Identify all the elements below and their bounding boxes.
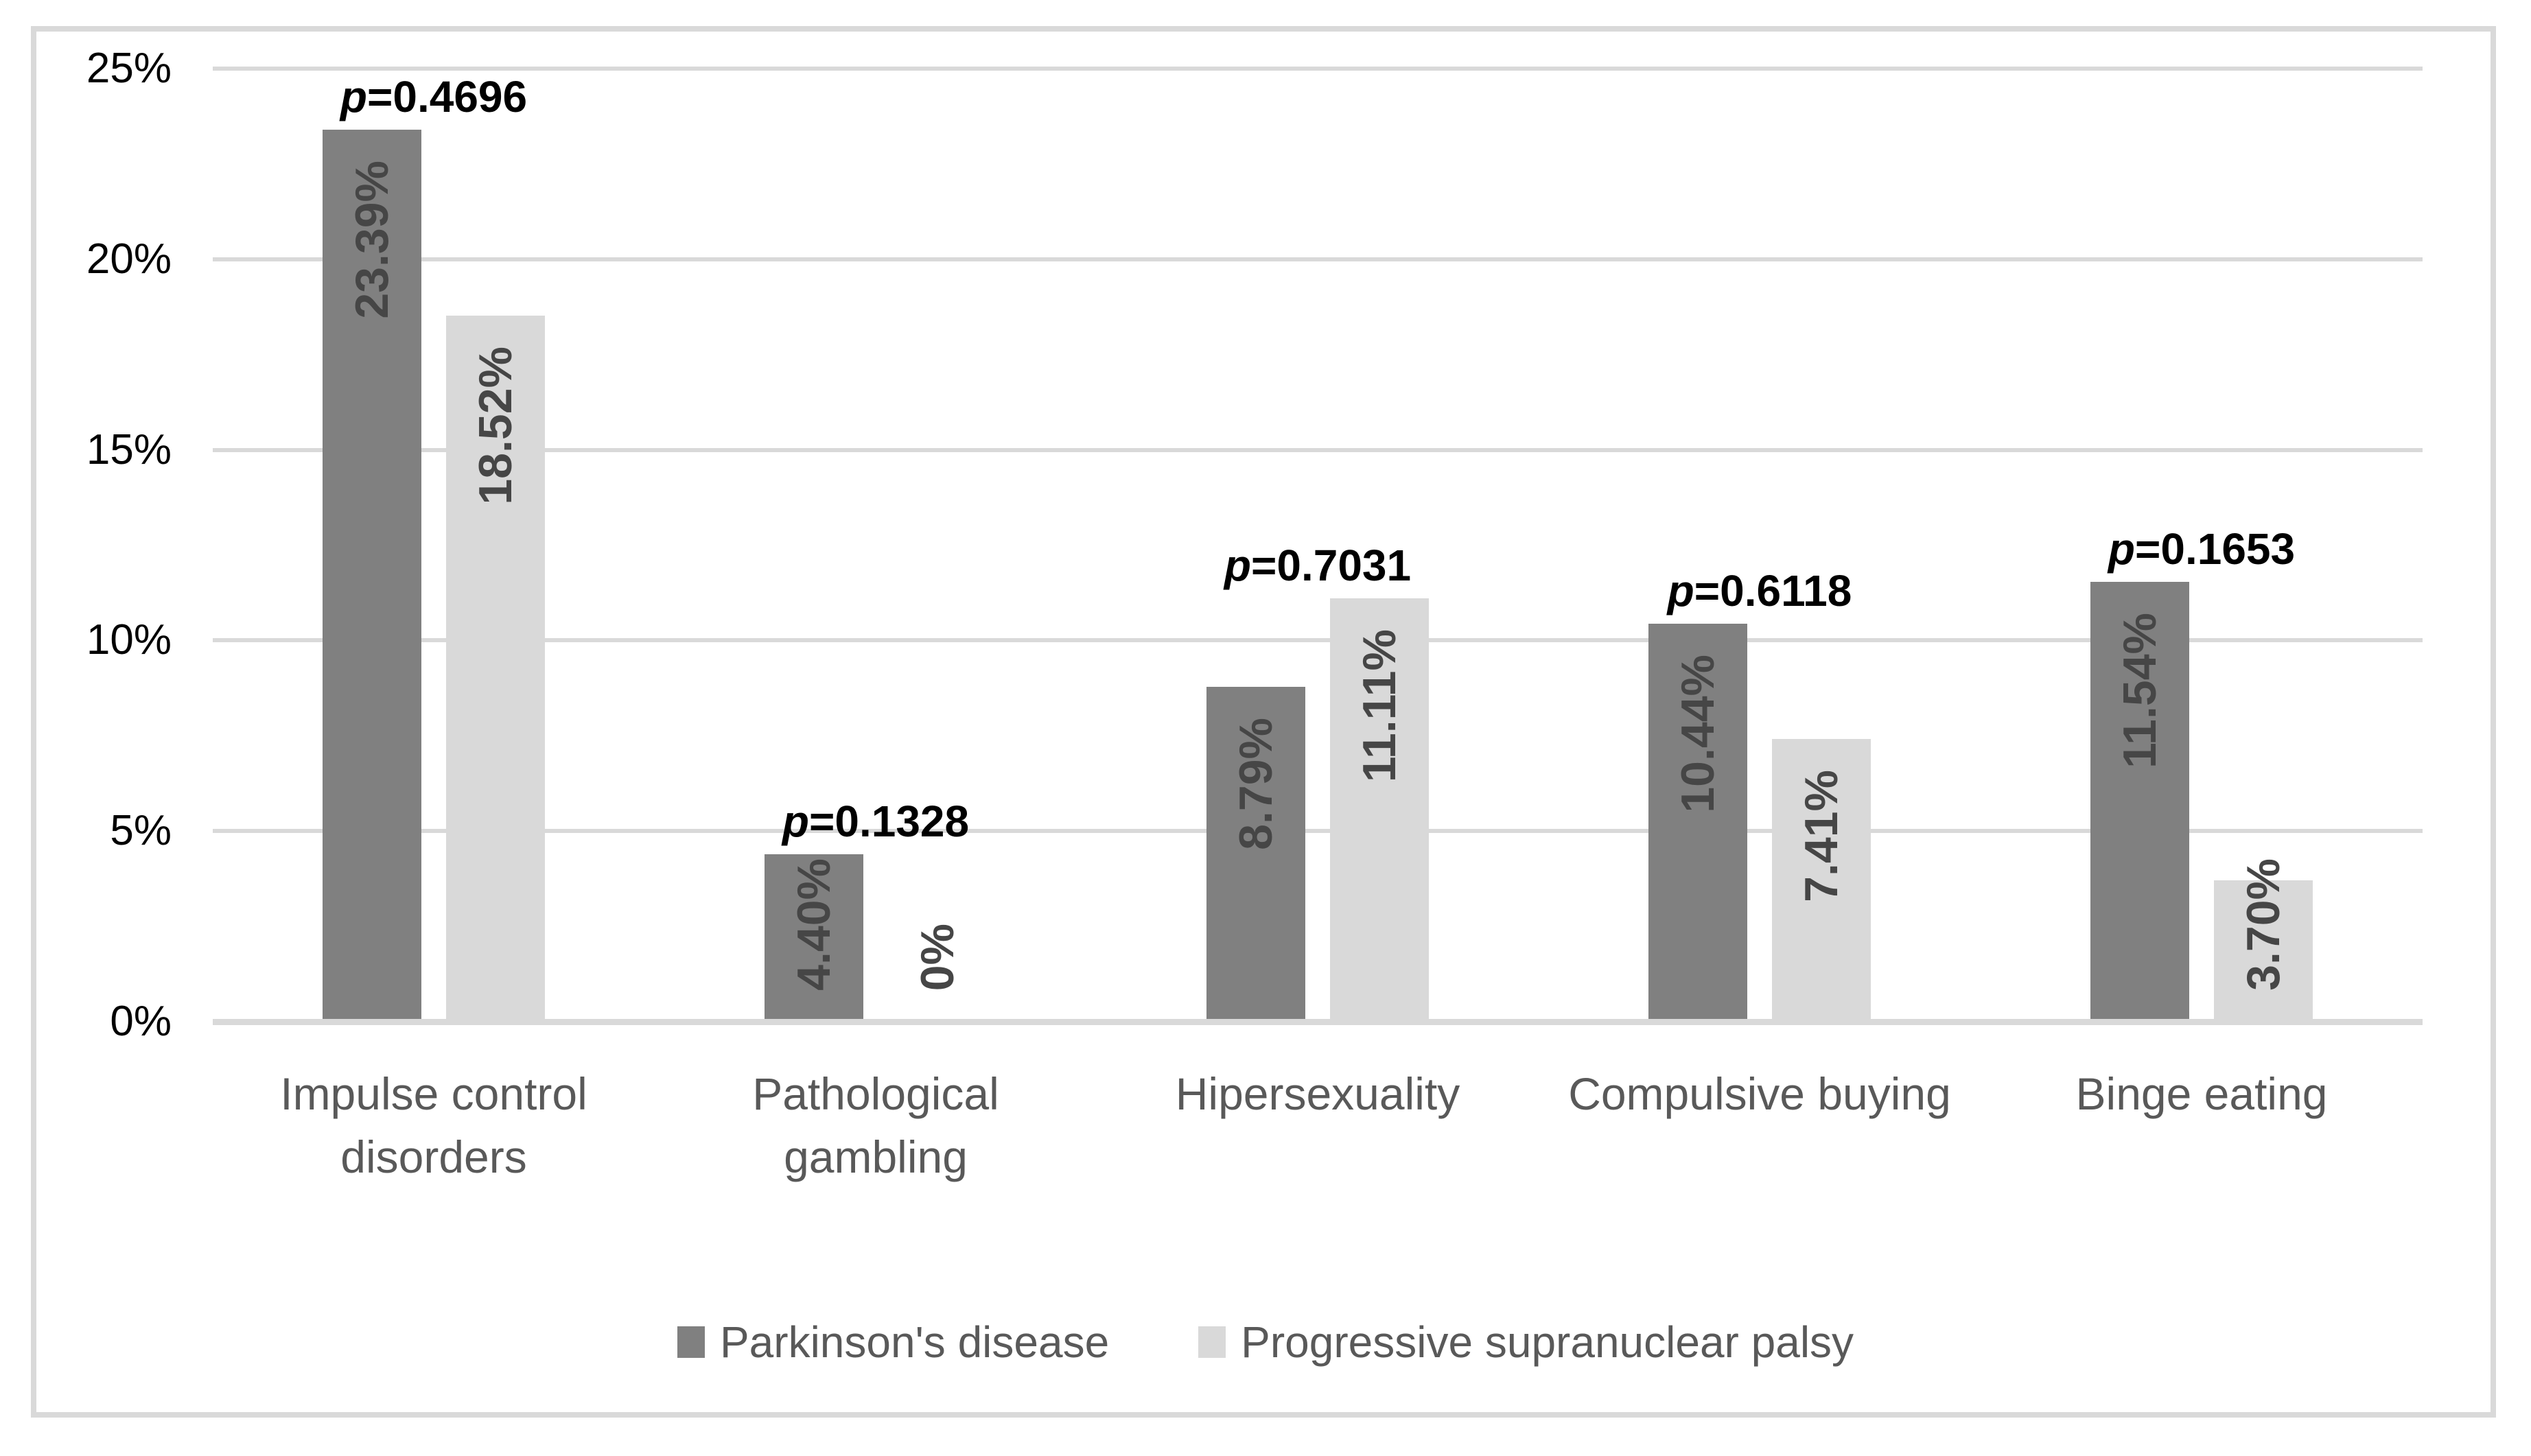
category-label: Hipersexuality [1097,1062,1539,1125]
category-label: Impulse control disorders [213,1062,655,1188]
p-label-value: =0.6118 [1694,566,1852,615]
p-value-label: p=0.1653 [1982,521,2421,576]
bar-value-label: 0% [911,924,964,991]
y-axis-tick-label: 5% [110,807,172,854]
p-value-label: p=0.6118 [1540,563,1979,618]
category-label: Compulsive buying [1539,1062,1981,1125]
bar-series-0: 11.54% [2090,582,2189,1022]
p-value-label: p=0.1328 [656,794,1095,849]
legend: Parkinson's disease Progressive supranucl… [0,1315,2531,1370]
category-label-line: Binge eating [2075,1068,2328,1119]
bar-series-0: 23.39% [323,130,421,1022]
bar-series-1: 7.41% [1772,739,1871,1022]
bar-value-label: 8.79% [1230,718,1282,850]
p-value-label: p=0.4696 [214,69,653,124]
p-label-value: =0.1328 [808,797,970,846]
bar-value-label: 23.39% [346,161,398,319]
gridline [213,638,2423,642]
y-axis-tick-label: 25% [86,45,172,92]
x-axis-baseline [213,1019,2423,1025]
legend-item: Progressive supranuclear palsy [1198,1315,1854,1370]
category-label-line: Impulse control [280,1068,587,1119]
legend-item: Parkinson's disease [677,1315,1109,1370]
bar-series-1: 11.11% [1330,598,1429,1022]
bar-value-label: 11.54% [2114,613,2166,768]
p-label-prefix: p [1667,566,1694,615]
p-label-value: =0.4696 [366,72,528,121]
y-axis-tick-label: 15% [86,426,172,473]
gridline [213,257,2423,261]
category-label-line: Compulsive buying [1568,1068,1951,1119]
bar-series-0: 10.44% [1648,624,1747,1022]
category-label-line: disorders [340,1131,527,1182]
category-label-line: Pathological [752,1068,999,1119]
p-label-prefix: p [2108,524,2135,574]
gridline [213,67,2423,71]
bar-value-label: 10.44% [1672,655,1724,813]
category-label-line: Hipersexuality [1175,1068,1460,1119]
p-label-value: =0.1653 [2134,524,2296,574]
legend-marker [677,1326,705,1358]
bar-value-label: 4.40% [788,858,840,991]
legend-marker [1198,1326,1226,1358]
y-axis-tick-label: 10% [86,616,172,664]
bar-series-0: 4.40% [765,854,863,1022]
legend-label: Parkinson's disease [719,1317,1110,1367]
p-label-prefix: p [340,72,367,121]
bar-value-label: 11.11% [1353,629,1406,783]
legend-label: Progressive supranuclear palsy [1241,1317,1854,1367]
category-label: Pathological gambling [655,1062,1097,1188]
p-value-label: p=0.7031 [1098,538,1537,593]
bar-value-label: 18.52% [469,347,522,505]
bar-value-label: 3.70% [2237,858,2289,991]
gridline [213,448,2423,452]
p-label-value: =0.7031 [1250,541,1412,590]
p-label-prefix: p [782,797,809,846]
chart-frame [31,26,2496,1418]
category-label-line: gambling [784,1131,968,1182]
p-label-prefix: p [1224,541,1251,590]
category-label: Binge eating [1981,1062,2423,1125]
y-axis-tick-label: 0% [110,998,172,1045]
gridline [213,829,2423,833]
bar-value-label: 7.41% [1795,770,1847,902]
bar-series-1: 3.70% [2214,858,2313,1022]
bar-series-1: 18.52% [446,316,545,1022]
bar-series-0: 8.79% [1206,687,1305,1022]
y-axis-tick-label: 20% [86,235,172,283]
